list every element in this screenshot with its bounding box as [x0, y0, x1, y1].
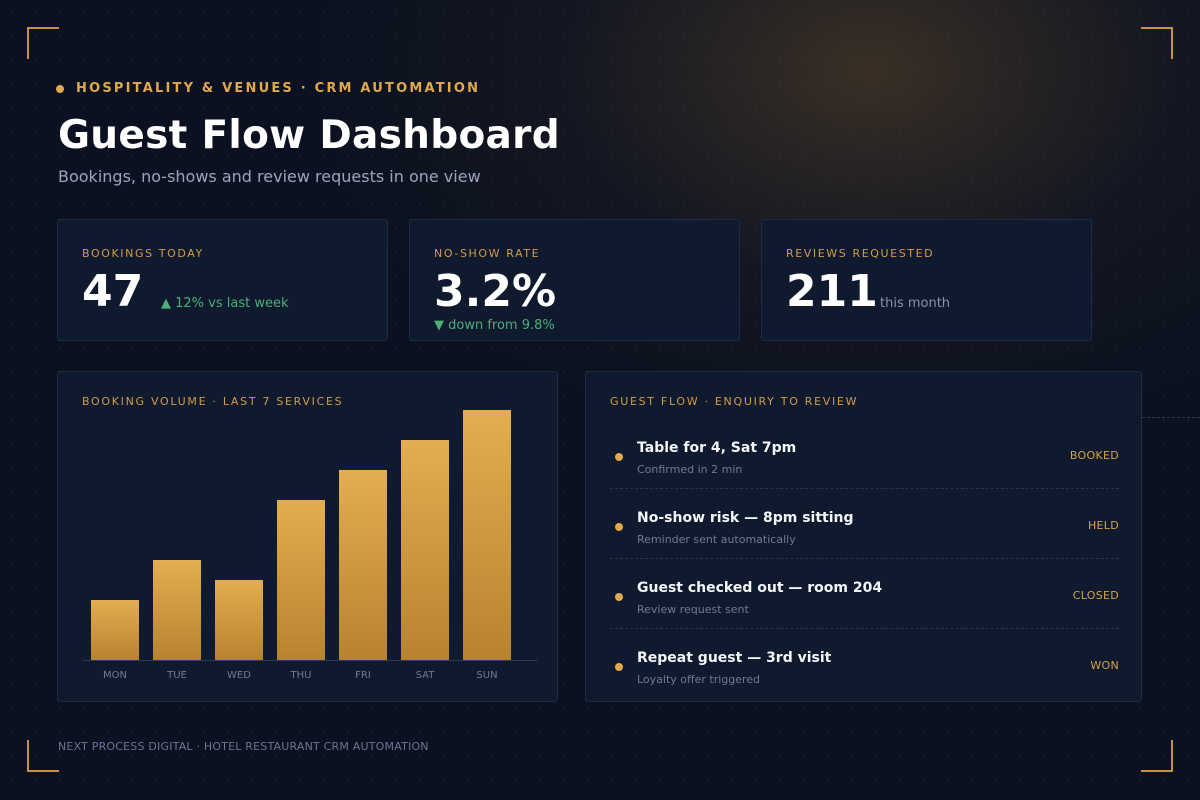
flow-item-title: No-show risk — 8pm sitting: [637, 510, 854, 526]
kpi-label: BOOKINGS TODAY: [82, 247, 204, 260]
flow-item-subtitle: Reminder sent automatically: [637, 533, 796, 546]
corner-bracket-top-right: [1141, 27, 1173, 59]
bar-wed: [215, 580, 263, 660]
status-dot-icon: [615, 593, 623, 601]
flow-title: GUEST FLOW · ENQUIRY TO REVIEW: [610, 395, 859, 408]
divider: [610, 488, 1119, 489]
kpi-card-reviews: REVIEWS REQUESTED 211 this month: [761, 219, 1092, 341]
corner-bracket-bottom-left: [27, 740, 59, 772]
x-tick-label: FRI: [355, 670, 371, 681]
x-tick-label: TUE: [166, 670, 187, 681]
flow-item[interactable]: Guest checked out — room 204 Review requ…: [610, 567, 1119, 637]
bar-sat: [401, 440, 449, 660]
booking-volume-chart-card: BOOKING VOLUME · LAST 7 SERVICES MON TUE W…: [57, 371, 558, 702]
x-tick-label: THU: [290, 670, 312, 681]
flow-item-subtitle: Review request sent: [637, 603, 749, 616]
kpi-value: 3.2%: [434, 266, 557, 317]
flow-item-title: Table for 4, Sat 7pm: [637, 440, 797, 456]
flow-item-subtitle: Loyalty offer triggered: [637, 673, 761, 686]
kpi-card-bookings: BOOKINGS TODAY 47 ▲ 12% vs last week: [57, 219, 388, 341]
corner-bracket-top-left: [27, 27, 59, 59]
page-title: Guest Flow Dashboard: [58, 113, 560, 158]
divider: [610, 628, 1119, 629]
eyebrow-label: HOSPITALITY & VENUES · CRM AUTOMATION: [76, 81, 481, 96]
status-dot-icon: [615, 453, 623, 461]
status-dot-icon: [615, 523, 623, 531]
booking-volume-chart: MON TUE WED THU FRI SAT SUN: [83, 410, 537, 681]
x-tick-label: WED: [227, 670, 251, 681]
bar-sun: [463, 410, 511, 660]
status-badge: WON: [1090, 659, 1119, 672]
chart-title: BOOKING VOLUME · LAST 7 SERVICES: [82, 395, 344, 408]
status-badge: HELD: [1087, 519, 1119, 532]
flow-item[interactable]: Repeat guest — 3rd visit Loyalty offer t…: [610, 637, 1119, 707]
flow-item-subtitle: Confirmed in 2 min: [637, 463, 743, 476]
decorative-dashed-line: [1142, 417, 1200, 418]
divider: [610, 558, 1119, 559]
bar-fri: [339, 470, 387, 660]
kpi-value: 47: [82, 266, 144, 317]
status-dot-icon: [615, 663, 623, 671]
guest-flow-card: GUEST FLOW · ENQUIRY TO REVIEW Table for…: [585, 371, 1142, 702]
bar-thu: [277, 500, 325, 660]
kpi-label: REVIEWS REQUESTED: [786, 247, 935, 260]
eyebrow: HOSPITALITY & VENUES · CRM AUTOMATION: [56, 81, 480, 96]
status-badge: CLOSED: [1072, 589, 1119, 602]
page-subtitle: Bookings, no-shows and review requests i…: [58, 167, 481, 186]
kpi-value: 211: [786, 266, 878, 317]
bar-mon: [91, 600, 139, 660]
flow-item-title: Repeat guest — 3rd visit: [637, 650, 832, 666]
x-tick-label: MON: [103, 670, 127, 681]
x-tick-label: SAT: [416, 670, 436, 681]
corner-bracket-bottom-right: [1141, 740, 1173, 772]
kpi-label: NO-SHOW RATE: [434, 247, 541, 260]
kpi-note: this month: [880, 296, 951, 311]
flow-item-title: Guest checked out — room 204: [637, 580, 883, 596]
bar-tue: [153, 560, 201, 660]
x-tick-label: SUN: [476, 670, 497, 681]
kpi-trend: ▼ down from 9.8%: [434, 318, 555, 333]
eyebrow-dot-icon: [56, 84, 64, 93]
status-badge: BOOKED: [1069, 449, 1119, 462]
footer-text: NEXT PROCESS DIGITAL · HOTEL RESTAURANT …: [58, 740, 429, 753]
flow-item[interactable]: No-show risk — 8pm sitting Reminder sent…: [610, 497, 1119, 567]
flow-item[interactable]: Table for 4, Sat 7pm Confirmed in 2 min …: [610, 427, 1119, 497]
kpi-card-no-show: NO-SHOW RATE 3.2% ▼ down from 9.8%: [409, 219, 740, 341]
kpi-trend: ▲ 12% vs last week: [161, 296, 289, 311]
